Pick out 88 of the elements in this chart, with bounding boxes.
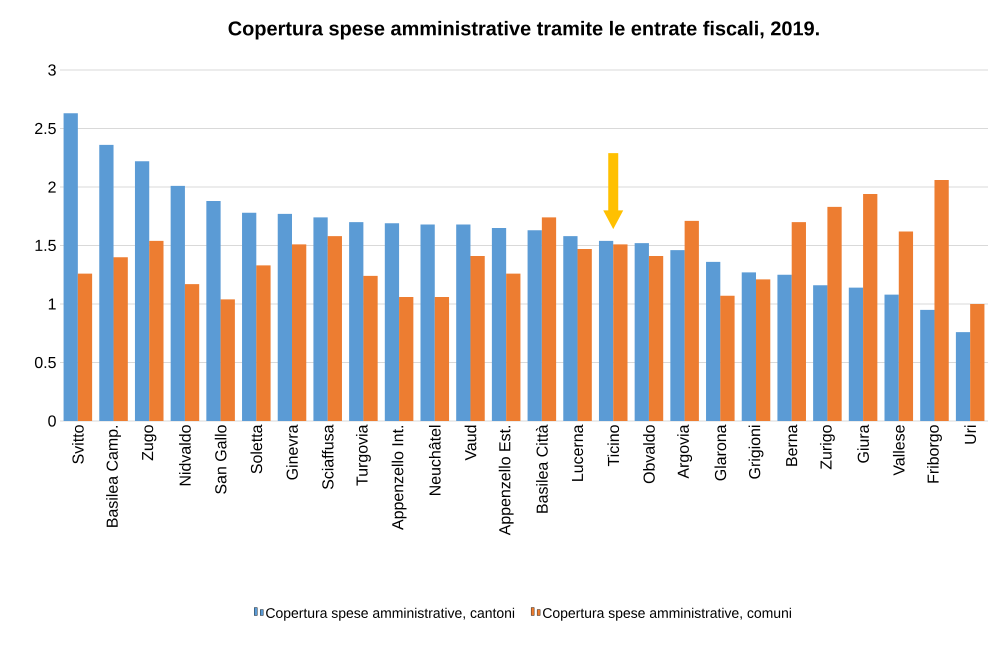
x-tick-label: Ginevra: [286, 424, 298, 480]
bar: [114, 257, 128, 421]
bar: [492, 228, 506, 421]
bar: [920, 310, 934, 421]
bar: [278, 214, 292, 421]
bar: [134, 161, 150, 421]
x-tick-label: Giura: [857, 424, 869, 463]
bar: [64, 113, 78, 421]
x-tick-label: Grigioni: [748, 426, 764, 479]
x-tick-label: Basilea Camp.: [106, 426, 121, 527]
bar: [184, 284, 200, 421]
bar: [328, 236, 342, 421]
chart-title: Copertura spese amministrative tramite le entrate fiscali, 2019.: [228, 20, 819, 40]
bar: [420, 224, 435, 421]
bar: [863, 194, 878, 421]
bar: [220, 299, 235, 421]
bar: [706, 262, 720, 421]
x-tick-label: Argovia: [677, 424, 692, 479]
bar: [256, 265, 271, 421]
x-tick-label: Appenzello Int.: [392, 426, 407, 530]
bar: [242, 212, 256, 421]
bar: [349, 222, 364, 421]
x-tick-label: Obvaldo: [643, 425, 655, 484]
y-tick-label: 3: [48, 64, 56, 76]
x-tick-label: Ticino: [607, 425, 620, 466]
x-tick-label: Uri: [964, 426, 976, 444]
bar: [742, 272, 756, 421]
bar: [528, 230, 542, 421]
bar: [313, 217, 328, 421]
x-tick-label: Glarona: [714, 424, 726, 480]
y-tick-label: 0: [48, 415, 56, 427]
bar: [542, 217, 556, 421]
bar: [934, 180, 949, 421]
bar: [149, 240, 164, 421]
x-tick-label: Friborgo: [927, 425, 942, 483]
x-tick-label: Berna: [786, 424, 798, 466]
bar: [292, 244, 306, 421]
bar: [884, 294, 899, 421]
x-tick-label: Turgovia: [356, 424, 371, 486]
bar: [470, 256, 485, 421]
bar: [399, 296, 414, 421]
legend-label: Copertura spese amministrative, cantoni: [266, 608, 514, 621]
bar: [720, 296, 735, 421]
bar: [848, 288, 864, 421]
x-tick-label: Lucerna: [572, 424, 584, 481]
bar: [756, 279, 770, 421]
bar: [363, 276, 378, 421]
bar: [813, 285, 828, 421]
bar: [898, 231, 914, 421]
y-tick-label: 0.5: [34, 356, 56, 368]
x-tick-label: Appenzello Est.: [498, 426, 514, 536]
bar: [670, 250, 685, 421]
y-tick-label: 1.5: [36, 240, 56, 252]
x-tick-label: Basilea Città: [536, 424, 548, 513]
x-tick-label: Neuchâtel: [428, 426, 441, 495]
bar: [170, 186, 185, 421]
bar: [99, 144, 114, 421]
bar: [206, 201, 221, 421]
x-tick-label: Nidvaldo: [179, 425, 191, 486]
y-tick-label: 2: [48, 181, 56, 193]
bar: [792, 222, 806, 421]
x-tick-label: Soletta: [250, 424, 262, 474]
bar: [384, 223, 400, 421]
x-tick-label: Sciaffusa: [322, 424, 334, 490]
bar: [827, 206, 842, 421]
x-tick-label: Vaud: [464, 426, 476, 461]
x-tick-label: Zugo: [142, 425, 156, 460]
bar: [634, 243, 649, 421]
y-tick-label: 1: [48, 298, 56, 310]
bar: [434, 296, 450, 421]
bar: [648, 256, 664, 421]
x-tick-label: Svitto: [72, 425, 84, 464]
bar: [578, 249, 592, 421]
bar: [613, 244, 628, 421]
bar: [684, 220, 699, 421]
bar: [456, 224, 470, 421]
bar: [970, 304, 984, 421]
x-tick-label: Vallese: [892, 425, 905, 476]
bar: [777, 274, 792, 421]
bar: [78, 274, 92, 421]
bar: [506, 274, 520, 421]
y-tick-label: 2.5: [35, 122, 56, 134]
legend-label: Copertura spese amministrative, comuni: [543, 608, 791, 621]
bar: [956, 332, 970, 421]
x-tick-label: San Gallo: [214, 425, 226, 494]
bar: [563, 236, 578, 421]
bar: [598, 240, 614, 421]
x-tick-label: Zurigo: [820, 425, 835, 470]
